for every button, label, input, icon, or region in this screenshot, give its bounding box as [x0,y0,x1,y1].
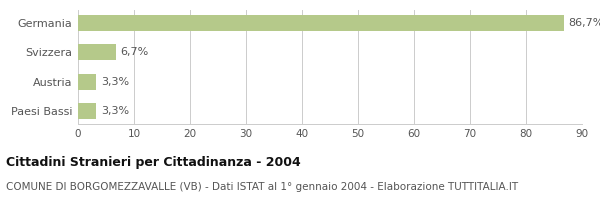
Bar [78,103,97,119]
Text: 86,7%: 86,7% [568,18,600,28]
Text: 6,7%: 6,7% [120,47,148,57]
Text: 3,3%: 3,3% [101,77,129,87]
Bar [78,15,563,31]
Text: 3,3%: 3,3% [101,106,129,116]
Bar [78,74,97,90]
Text: Cittadini Stranieri per Cittadinanza - 2004: Cittadini Stranieri per Cittadinanza - 2… [6,156,301,169]
Bar [78,44,116,60]
Text: COMUNE DI BORGOMEZZAVALLE (VB) - Dati ISTAT al 1° gennaio 2004 - Elaborazione TU: COMUNE DI BORGOMEZZAVALLE (VB) - Dati IS… [6,182,518,192]
